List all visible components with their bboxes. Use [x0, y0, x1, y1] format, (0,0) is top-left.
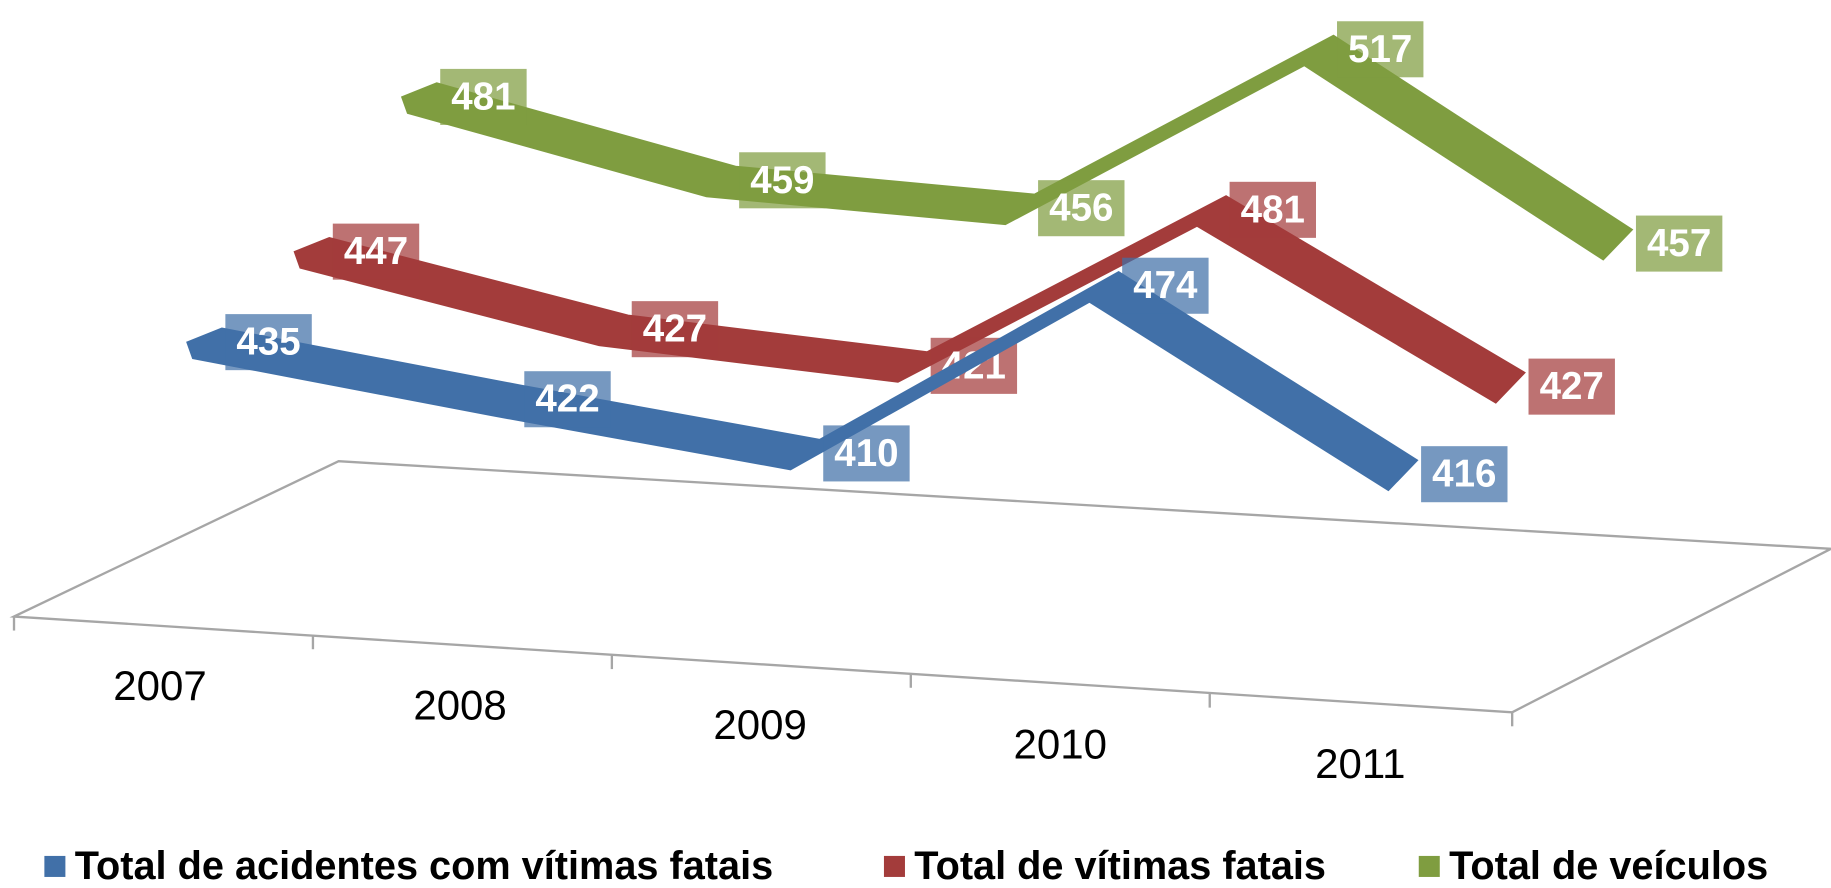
series-ribbon — [293, 195, 1526, 404]
data-label: 447 — [344, 230, 408, 273]
series-ribbon — [186, 271, 1419, 492]
data-label-bg — [631, 301, 719, 358]
data-label-bg — [440, 68, 527, 125]
data-label: 457 — [1647, 222, 1711, 265]
legend-label: Total de vítimas fatais — [914, 844, 1326, 888]
data-label-bg — [739, 152, 826, 209]
legend-swatch — [44, 855, 66, 877]
data-label-bg — [1337, 21, 1424, 78]
data-label: 410 — [834, 432, 898, 475]
legend-label: Total de acidentes com vítimas fatais — [75, 844, 773, 888]
data-label: 435 — [236, 321, 300, 364]
data-label: 456 — [1049, 187, 1113, 230]
data-label: 481 — [1241, 188, 1305, 231]
data-label: 427 — [643, 308, 707, 351]
data-label: 416 — [1432, 453, 1496, 496]
x-tick-label: 2011 — [1315, 740, 1405, 787]
data-label-bg — [1229, 181, 1316, 238]
category-ticks — [12, 616, 1514, 727]
data-label-bg — [823, 425, 910, 482]
data-label-bg — [1038, 180, 1125, 237]
data-label-bg — [1528, 358, 1615, 415]
x-tick-label: 2009 — [713, 701, 806, 748]
data-label: 422 — [535, 378, 599, 421]
data-label-bg — [1122, 257, 1209, 314]
data-label-bg — [332, 223, 420, 280]
plot: 2007 2008 2009 2010 2011 481 459 456 517 457 447 42… — [9, 21, 1831, 888]
floor — [9, 460, 1831, 714]
data-label-bg — [524, 371, 611, 428]
data-label: 459 — [750, 159, 814, 202]
x-tick-label: 2008 — [413, 682, 506, 729]
data-label: 517 — [1348, 28, 1412, 71]
data-label: 481 — [451, 75, 515, 118]
data-label-bg — [1635, 215, 1723, 272]
data-label-bg — [1421, 446, 1508, 503]
legend-swatch — [883, 855, 905, 877]
data-label: 474 — [1133, 264, 1198, 307]
data-label-bg — [225, 314, 312, 371]
legend-label: Total de veículos — [1449, 844, 1768, 888]
series-ribbon — [400, 34, 1634, 261]
legend-swatch — [1418, 855, 1440, 877]
data-label: 427 — [1540, 365, 1604, 408]
x-tick-label: 2010 — [1014, 721, 1107, 768]
x-tick-label: 2007 — [113, 662, 206, 709]
